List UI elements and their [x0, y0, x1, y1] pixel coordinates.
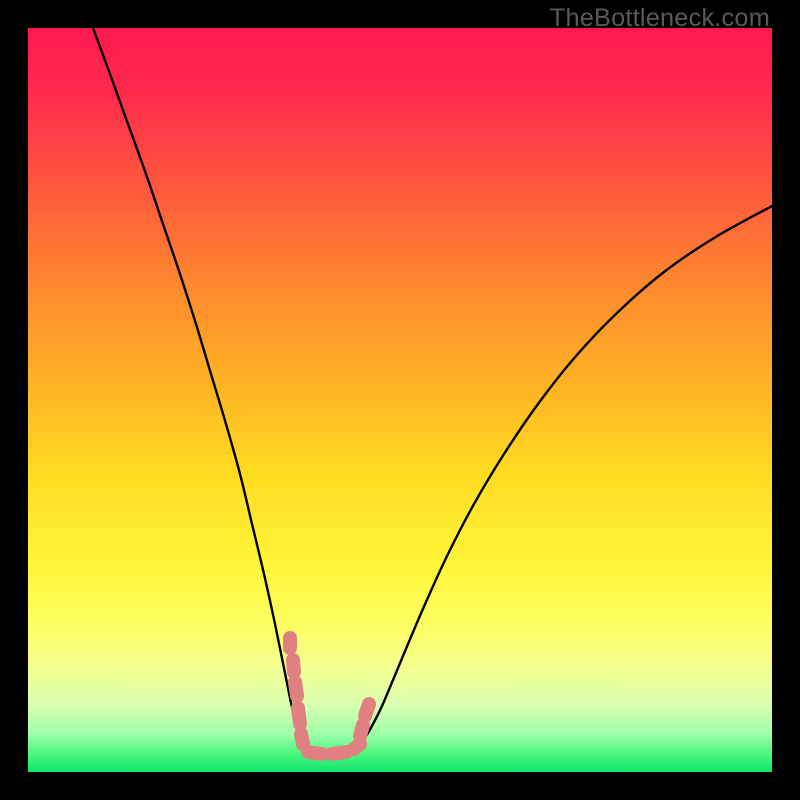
watermark-text: TheBottleneck.com [550, 4, 770, 33]
sweet-spot-marker [298, 708, 300, 724]
sweet-spot-marker [365, 704, 369, 716]
sweet-spot-marker [301, 734, 303, 744]
curve-layer [28, 28, 772, 772]
sweet-spot-marker [354, 744, 360, 749]
sweet-spot-marker [293, 660, 294, 672]
plot-area [28, 28, 772, 772]
sweet-spot-marker [360, 725, 363, 736]
sweet-spot-marker [332, 752, 346, 754]
sweet-spot-marker [295, 682, 297, 696]
bottleneck-curve [93, 28, 772, 753]
chart-stage: { "canvas": { "width": 800, "height": 80… [0, 0, 800, 800]
sweet-spot-marker [308, 752, 322, 754]
